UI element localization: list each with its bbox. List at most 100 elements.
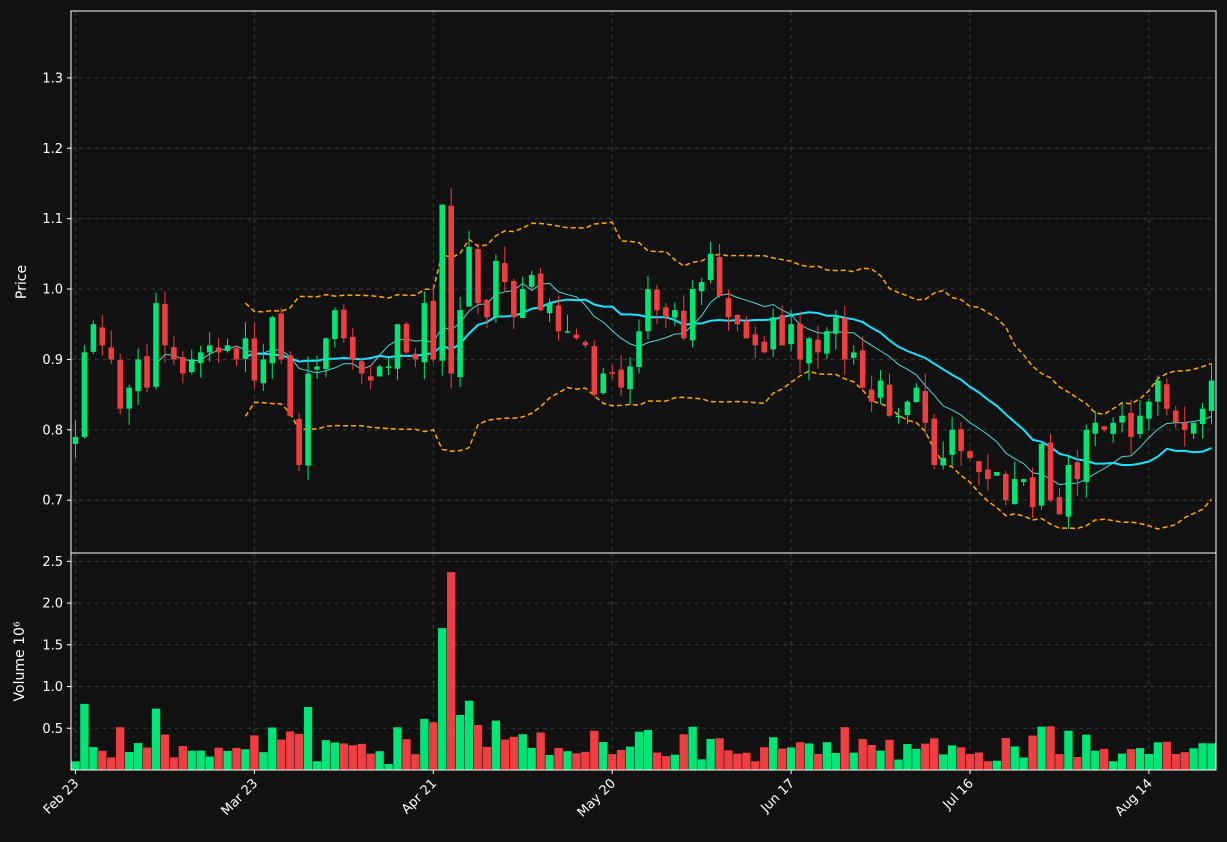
volume-bar: [294, 733, 304, 770]
volume-bar: [849, 752, 858, 770]
candle-body: [958, 429, 964, 451]
volume-bar: [250, 735, 259, 770]
volume-bar: [679, 734, 688, 770]
candle-body: [206, 345, 213, 353]
x-tick-label: May 20: [575, 776, 619, 820]
x-tick-label: Jul 16: [940, 776, 977, 813]
candle-body: [967, 451, 973, 458]
candle-body: [305, 373, 311, 466]
candle-body: [448, 205, 454, 374]
candle-body: [90, 324, 97, 352]
candle-body: [645, 289, 651, 332]
volume-bar: [858, 739, 867, 770]
volume-bar: [89, 747, 98, 770]
candle-body: [573, 334, 580, 339]
volume-bar: [71, 761, 80, 770]
candle-body: [511, 281, 517, 318]
volume-bar: [1117, 753, 1127, 770]
candle-body: [385, 366, 392, 368]
volume-bar: [616, 749, 626, 770]
volume-bar: [509, 736, 518, 770]
candle-body: [1190, 422, 1197, 434]
candle-body: [895, 415, 902, 418]
volume-bar: [420, 718, 429, 770]
volume-bar: [1019, 757, 1028, 770]
candle-body: [761, 341, 768, 353]
candle-body: [224, 345, 231, 351]
candle-body: [734, 314, 741, 325]
candle-body: [689, 289, 696, 341]
volume-bar: [518, 734, 527, 770]
candle-body: [904, 401, 911, 416]
volume-bar: [151, 708, 161, 770]
x-tick-label: Apr 21: [399, 776, 440, 817]
candle-body: [412, 353, 419, 360]
volume-bar: [241, 749, 250, 770]
volume-bar: [903, 744, 912, 770]
candle-body: [439, 204, 446, 361]
volume-bar: [339, 743, 349, 770]
candle-body: [188, 359, 195, 373]
candle-body: [341, 309, 347, 339]
candle-body: [922, 391, 929, 423]
candle-body: [99, 327, 106, 346]
price-tick-label: 0.8: [42, 423, 63, 438]
volume-bar: [983, 761, 993, 770]
volume-bar: [1207, 743, 1216, 770]
candle-body: [698, 282, 705, 292]
volume-bar: [285, 731, 295, 770]
x-tick-label: Feb 23: [41, 776, 83, 818]
candle-body: [502, 263, 508, 282]
candle-body: [260, 359, 267, 384]
volume-bar: [357, 743, 366, 770]
candle-body: [1101, 426, 1107, 430]
candle-body: [680, 310, 687, 339]
volume-tick-label: 1.0: [42, 680, 63, 695]
price-panel-bg: [71, 11, 1216, 553]
candle-body: [269, 317, 276, 364]
volume-tick-label: 2.0: [42, 597, 63, 612]
candle-body: [171, 347, 177, 360]
candle-body: [663, 307, 669, 318]
candle-body: [215, 347, 222, 353]
candle-body: [394, 324, 401, 369]
candle-body: [940, 457, 946, 466]
volume-bar: [160, 734, 170, 770]
candle-body: [985, 469, 991, 480]
volume-bar: [1028, 735, 1037, 770]
candle-body: [1074, 462, 1081, 480]
volume-bar: [277, 739, 286, 770]
volume-bar: [133, 743, 143, 770]
volume-bar: [1153, 742, 1163, 770]
volume-bar: [178, 746, 187, 770]
volume-bar: [769, 737, 778, 770]
candle-body: [564, 331, 571, 333]
candle-body: [242, 338, 249, 359]
volume-bar: [1180, 752, 1189, 770]
volume-bar: [259, 752, 268, 770]
candle-body: [636, 331, 642, 367]
volume-bar: [643, 729, 653, 770]
volume-bar: [384, 764, 393, 770]
candle-body: [743, 321, 750, 339]
candle-body: [850, 352, 857, 358]
volume-bar: [1055, 754, 1064, 770]
volume-bar: [804, 743, 814, 770]
price-tick-label: 1.2: [42, 142, 63, 157]
volume-bar: [599, 742, 608, 770]
volume-bar: [742, 752, 751, 770]
candle-body: [180, 357, 186, 374]
volume-bar: [1135, 748, 1145, 770]
candle-body: [108, 347, 115, 360]
volume-bar: [786, 747, 796, 770]
volume-bar: [947, 745, 957, 770]
volume-bar: [411, 754, 420, 770]
volume-bar: [366, 753, 375, 770]
volume-bar: [1001, 737, 1010, 770]
candle-body: [806, 338, 812, 364]
candle-body: [350, 336, 356, 360]
candle-body: [1146, 401, 1152, 419]
candle-body: [1029, 477, 1036, 508]
candle-body: [457, 310, 463, 378]
volume-bar: [312, 761, 322, 770]
